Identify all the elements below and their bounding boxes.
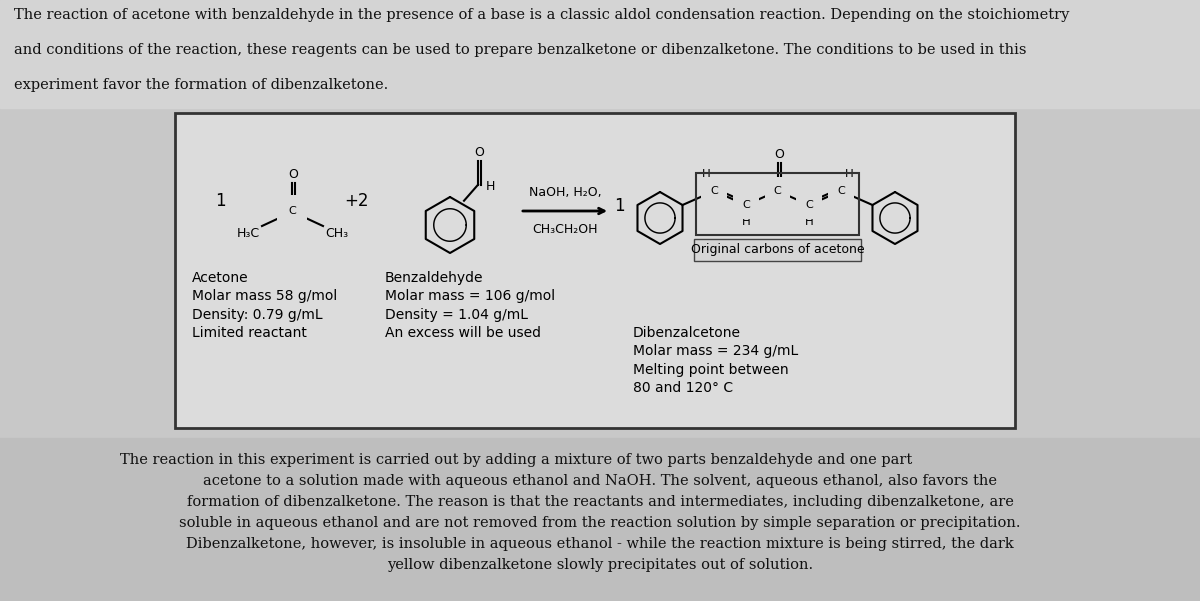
Text: formation of dibenzalketone. The reason is that the reactants and intermediates,: formation of dibenzalketone. The reason … — [186, 495, 1014, 509]
Text: +2: +2 — [344, 192, 368, 210]
FancyBboxPatch shape — [175, 113, 1015, 428]
Text: C: C — [774, 186, 781, 196]
Bar — [0, 0, 1200, 108]
Text: C: C — [805, 200, 814, 210]
Text: O: O — [774, 148, 784, 161]
Text: H: H — [742, 215, 750, 228]
FancyBboxPatch shape — [694, 239, 860, 261]
Text: CH₃: CH₃ — [325, 227, 348, 240]
Text: and conditions of the reaction, these reagents can be used to prepare benzalketo: and conditions of the reaction, these re… — [14, 43, 1026, 57]
Text: C: C — [836, 186, 845, 196]
Text: 1: 1 — [215, 192, 226, 210]
Text: C: C — [288, 206, 296, 216]
Text: H: H — [486, 180, 496, 194]
Text: O: O — [474, 146, 485, 159]
Text: acetone to a solution made with aqueous ethanol and NaOH. The solvent, aqueous e: acetone to a solution made with aqueous … — [203, 474, 997, 488]
Text: soluble in aqueous ethanol and are not removed from the reaction solution by sim: soluble in aqueous ethanol and are not r… — [179, 516, 1021, 530]
Text: The reaction of acetone with benzaldehyde in the presence of a base is a classic: The reaction of acetone with benzaldehyd… — [14, 8, 1069, 22]
Text: Dibenzalcetone
Molar mass = 234 g/mL
Melting point between
80 and 120° C: Dibenzalcetone Molar mass = 234 g/mL Mel… — [634, 326, 798, 395]
Text: C: C — [742, 200, 750, 210]
Text: Benzaldehyde
Molar mass = 106 g/mol
Density = 1.04 g/mL
An excess will be used: Benzaldehyde Molar mass = 106 g/mol Dens… — [385, 271, 556, 340]
Text: Acetone
Molar mass 58 g/mol
Density: 0.79 g/mL
Limited reactant: Acetone Molar mass 58 g/mol Density: 0.7… — [192, 271, 337, 340]
Text: NaOH, H₂O,: NaOH, H₂O, — [529, 186, 601, 199]
Text: 1: 1 — [614, 197, 625, 215]
Bar — [0, 438, 1200, 601]
Text: H: H — [845, 168, 853, 181]
Text: H: H — [805, 215, 814, 228]
Text: C: C — [710, 186, 718, 196]
Text: Dibenzalketone, however, is insoluble in aqueous ethanol - while the reaction mi: Dibenzalketone, however, is insoluble in… — [186, 537, 1014, 551]
Text: H: H — [702, 168, 710, 181]
Text: CH₃CH₂OH: CH₃CH₂OH — [533, 223, 598, 236]
Text: Original carbons of acetone: Original carbons of acetone — [691, 243, 864, 257]
Text: The reaction in this experiment is carried out by adding a mixture of two parts : The reaction in this experiment is carri… — [120, 453, 912, 467]
Text: experiment favor the formation of dibenzalketone.: experiment favor the formation of dibenz… — [14, 78, 389, 92]
Text: H₃C: H₃C — [236, 227, 260, 240]
Text: yellow dibenzalketone slowly precipitates out of solution.: yellow dibenzalketone slowly precipitate… — [386, 558, 814, 572]
Text: O: O — [288, 168, 299, 181]
